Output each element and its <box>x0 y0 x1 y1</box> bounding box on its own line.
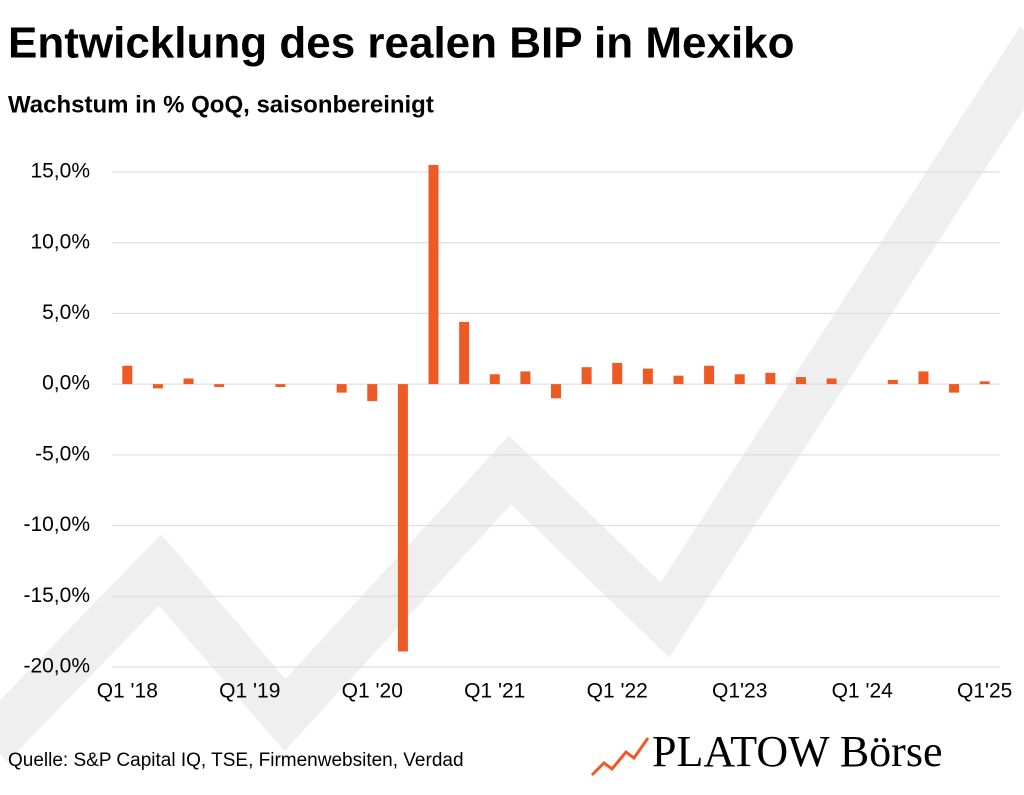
y-tick-label: 10,0% <box>30 230 90 253</box>
bar <box>183 378 194 385</box>
bar <box>152 384 163 389</box>
bar <box>367 384 378 402</box>
bar <box>918 371 929 385</box>
y-tick-label: -10,0% <box>23 513 90 536</box>
x-tick-label: Q1'25 <box>957 680 1012 703</box>
y-tick-label: 5,0% <box>42 301 90 324</box>
bar <box>397 384 408 652</box>
bar <box>826 378 837 385</box>
source: Quelle: S&P Capital IQ, TSE, Firmenwebsi… <box>8 750 464 771</box>
bar <box>122 365 133 385</box>
bar <box>795 377 806 385</box>
bar <box>275 384 286 387</box>
x-tick-label: Q1 '22 <box>587 680 648 703</box>
x-tick-label: Q1'23 <box>712 680 767 703</box>
bar <box>612 362 623 385</box>
x-tick-label: Q1 '18 <box>97 680 158 703</box>
bar <box>642 368 653 385</box>
bar <box>581 367 592 385</box>
bar <box>214 384 225 387</box>
x-tick-label: Q1 '24 <box>832 680 894 703</box>
x-tick-label: Q1 '20 <box>342 680 403 703</box>
y-tick-label: 15,0% <box>30 160 90 183</box>
x-tick-label: Q1 '19 <box>219 680 280 703</box>
y-tick-label: -5,0% <box>35 442 90 465</box>
logo: PLATOW Börse <box>652 727 943 776</box>
bar <box>704 365 715 385</box>
bar <box>551 384 561 399</box>
y-tick-label: -15,0% <box>23 584 90 607</box>
y-tick-label: 0,0% <box>42 372 90 395</box>
background-arrow <box>0 26 1024 762</box>
bar <box>765 372 776 385</box>
chart-title: Entwicklung des realen BIP in Mexiko <box>8 19 795 68</box>
bar <box>336 384 347 393</box>
bar <box>887 379 898 385</box>
bar <box>489 374 500 385</box>
bar <box>949 384 960 393</box>
bar <box>979 381 990 385</box>
bar <box>428 164 439 385</box>
logo-icon <box>590 737 650 777</box>
bar <box>734 374 745 385</box>
bar <box>459 321 470 385</box>
bar <box>520 371 531 385</box>
bar <box>673 375 684 385</box>
chart-subtitle: Wachstum in % QoQ, saisonbereinigt <box>8 91 434 118</box>
y-tick-label: -20,0% <box>23 655 90 678</box>
x-tick-label: Q1 '21 <box>464 680 525 703</box>
